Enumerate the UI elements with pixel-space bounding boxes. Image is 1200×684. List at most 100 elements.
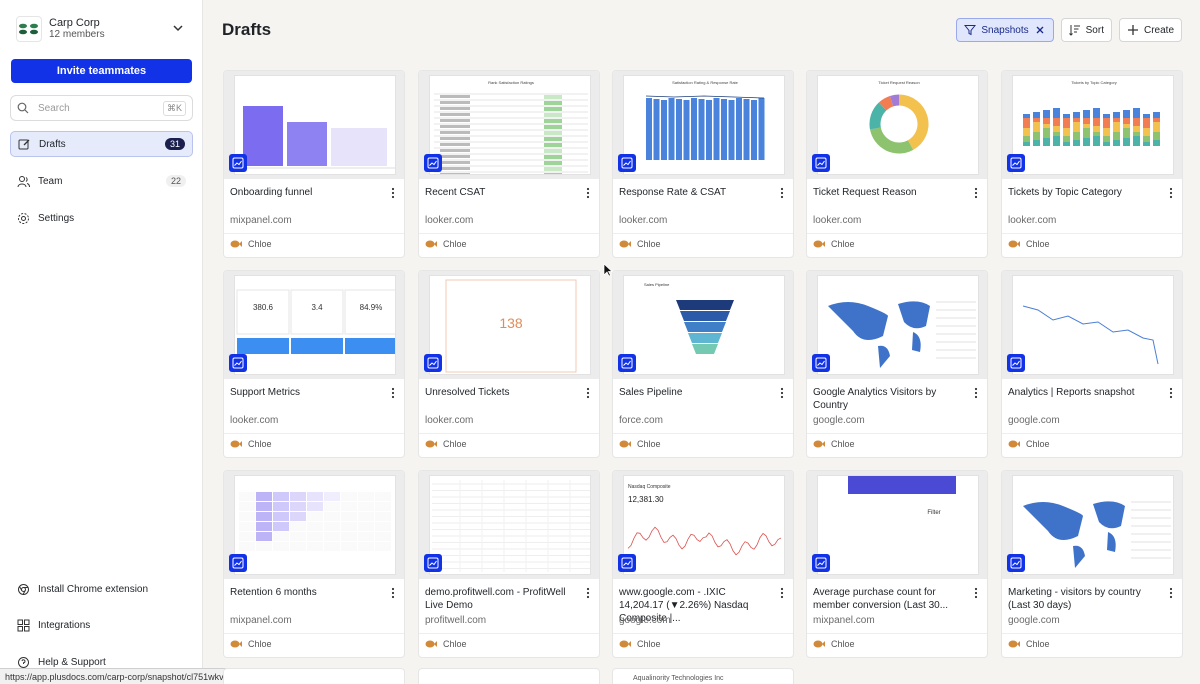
snapshot-thumbnail[interactable]: Ticket Request Reason	[807, 71, 987, 179]
snapshot-thumbnail[interactable]: Nasdaq Composite 12,381.30	[613, 471, 793, 579]
partial-card[interactable]	[223, 668, 405, 684]
more-options-icon[interactable]	[390, 587, 396, 599]
card-divider	[1002, 633, 1182, 634]
snapshot-card[interactable]: Ticket Request Reason Ticket Request Rea…	[806, 70, 988, 258]
more-options-icon[interactable]	[1168, 587, 1174, 599]
gear-icon	[18, 212, 29, 224]
more-options-icon[interactable]	[973, 387, 979, 399]
help-support-link[interactable]: Help & Support	[10, 652, 193, 672]
snapshot-thumbnail[interactable]: 380.6 3.4 84.9%	[224, 271, 404, 379]
sidebar-item-settings[interactable]: Settings	[10, 205, 193, 231]
more-options-icon[interactable]	[585, 587, 591, 599]
snapshot-thumbnail[interactable]	[1002, 471, 1182, 579]
more-options-icon[interactable]	[585, 187, 591, 199]
card-title[interactable]: Ticket Request Reason	[813, 187, 917, 198]
snapshot-thumbnail[interactable]	[224, 71, 404, 179]
preview-funnel	[234, 75, 396, 175]
more-options-icon[interactable]	[390, 187, 396, 199]
card-owner-name: Chloe	[831, 239, 855, 249]
snapshot-thumbnail[interactable]: Tickets by Topic Category	[1002, 71, 1182, 179]
more-options-icon[interactable]	[779, 387, 785, 399]
card-title[interactable]: Analytics | Reports snapshot	[1008, 387, 1135, 398]
snapshot-card[interactable]: Analytics | Reports snapshot google.com …	[1001, 270, 1183, 458]
preview-graphic: 380.6 3.4 84.9%	[236, 289, 395, 354]
card-owner: Chloe	[230, 439, 272, 449]
more-options-icon[interactable]	[1168, 187, 1174, 199]
snapshot-card[interactable]: Sales Pipeline Sales Pipeline force.com …	[612, 270, 794, 458]
partial-card[interactable]: Aqualinority Technologies Inc	[612, 668, 794, 684]
sidebar-item-drafts[interactable]: Drafts 31	[10, 131, 193, 157]
preview-map	[1012, 475, 1174, 575]
snapshots-filter-chip[interactable]: Snapshots	[956, 18, 1054, 42]
card-title[interactable]: Onboarding funnel	[230, 187, 313, 198]
snapshot-card[interactable]: Retention 6 months mixpanel.com Chloe	[223, 470, 405, 658]
card-title[interactable]: Average purchase count for member conver…	[813, 587, 949, 611]
install-chrome-extension-label: Install Chrome extension	[38, 583, 149, 595]
chevron-down-icon[interactable]	[172, 22, 184, 34]
card-title[interactable]: Unresolved Tickets	[425, 387, 510, 398]
search-input[interactable]: Search ⌘K	[10, 95, 193, 121]
snapshot-thumbnail[interactable]: Sales Pipeline	[613, 271, 793, 379]
snapshot-card[interactable]: 138 Unresolved Tickets looker.com Chloe	[418, 270, 600, 458]
preview-text: Filter	[927, 510, 940, 516]
card-title[interactable]: demo.profitwell.com - ProfitWell Live De…	[425, 587, 566, 611]
snapshot-card[interactable]: Onboarding funnel mixpanel.com Chloe	[223, 70, 405, 258]
card-title[interactable]: Retention 6 months	[230, 587, 317, 598]
close-icon[interactable]	[1034, 24, 1046, 36]
preview-donut: Ticket Request Reason	[817, 75, 979, 175]
snapshot-thumbnail[interactable]: Satisfaction Rating & Response Rate	[613, 71, 793, 179]
card-divider	[613, 633, 793, 634]
invite-teammates-button[interactable]: Invite teammates	[11, 59, 192, 83]
card-title[interactable]: Google Analytics Visitors by Country	[813, 387, 937, 411]
snapshot-card[interactable]: Tickets by Topic Category Tickets by Top…	[1001, 70, 1183, 258]
more-options-icon[interactable]	[779, 587, 785, 599]
more-options-icon[interactable]	[1168, 387, 1174, 399]
partial-card[interactable]	[418, 668, 600, 684]
fish-avatar-icon	[425, 440, 437, 448]
card-owner: Chloe	[1008, 639, 1050, 649]
org-switcher[interactable]: Carp Corp 12 members	[16, 16, 188, 42]
card-owner-name: Chloe	[443, 439, 467, 449]
snapshot-thumbnail[interactable]	[419, 471, 599, 579]
snapshot-card[interactable]: 380.6 3.4 84.9% Support Metrics looker.com…	[223, 270, 405, 458]
more-options-icon[interactable]	[779, 187, 785, 199]
fish-avatar-icon	[619, 440, 631, 448]
snapshot-card[interactable]: Marketing - visitors by country (Last 30…	[1001, 470, 1183, 658]
snapshot-card[interactable]: demo.profitwell.com - ProfitWell Live De…	[418, 470, 600, 658]
card-title[interactable]: Marketing - visitors by country (Last 30…	[1008, 587, 1141, 611]
more-options-icon[interactable]	[390, 387, 396, 399]
snapshot-thumbnail[interactable]: 138	[419, 271, 599, 379]
snapshot-card[interactable]: Rank Satisfaction Ratings Recent CSAT lo…	[418, 70, 600, 258]
sort-icon	[1068, 25, 1080, 36]
card-title[interactable]: Recent CSAT	[425, 187, 486, 198]
preview-text: 3.4	[311, 303, 323, 312]
snapshot-thumbnail[interactable]	[1002, 271, 1182, 379]
card-title[interactable]: Response Rate & CSAT	[619, 187, 727, 198]
card-title[interactable]: Support Metrics	[230, 387, 301, 398]
install-chrome-extension-link[interactable]: Install Chrome extension	[10, 579, 193, 599]
card-title[interactable]: Sales Pipeline	[619, 387, 683, 398]
card-divider	[807, 633, 987, 634]
snapshot-thumbnail[interactable]: Filter	[807, 471, 987, 579]
preview-text: 84.9%	[360, 303, 383, 312]
card-title[interactable]: Tickets by Topic Category	[1008, 187, 1122, 198]
snapshot-card[interactable]: Satisfaction Rating & Response Rate Resp…	[612, 70, 794, 258]
snapshot-icon	[1007, 554, 1025, 572]
more-options-icon[interactable]	[973, 587, 979, 599]
snapshot-thumbnail[interactable]: Rank Satisfaction Ratings	[419, 71, 599, 179]
snapshot-card[interactable]: Google Analytics Visitors by Country goo…	[806, 270, 988, 458]
create-button[interactable]: Create	[1118, 18, 1182, 42]
sort-button[interactable]: Sort	[1060, 18, 1112, 42]
snapshot-thumbnail[interactable]	[807, 271, 987, 379]
snapshot-card[interactable]: Filter Average purchase count for member…	[806, 470, 988, 658]
snapshot-card[interactable]: Nasdaq Composite 12,381.30 www.google.com…	[612, 470, 794, 658]
fish-avatar-icon	[230, 240, 242, 248]
integrations-link[interactable]: Integrations	[10, 615, 193, 635]
card-title[interactable]: www.google.com - .IXIC 14,204.17 (▼2.26%…	[619, 587, 749, 624]
card-source: looker.com	[813, 215, 862, 226]
more-options-icon[interactable]	[973, 187, 979, 199]
chrome-icon	[18, 583, 29, 595]
more-options-icon[interactable]	[585, 387, 591, 399]
sidebar-item-team[interactable]: Team 22	[10, 168, 193, 194]
snapshot-thumbnail[interactable]	[224, 471, 404, 579]
